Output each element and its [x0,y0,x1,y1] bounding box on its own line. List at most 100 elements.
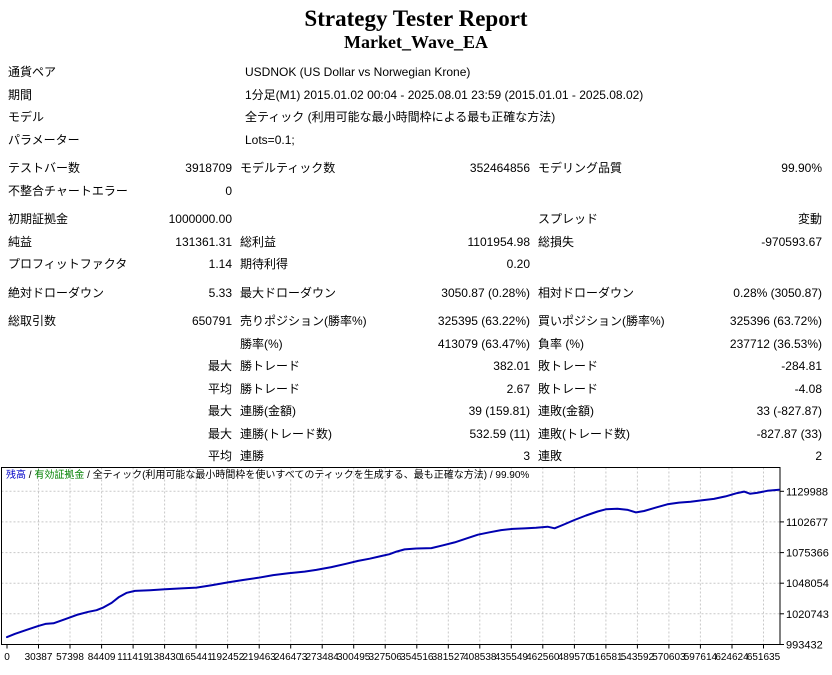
report-row: 最大 勝トレード 382.01 敗トレード -284.81 [0,355,832,378]
report-row: 通貨ペア USDNOK (US Dollar vs Norwegian Krone… [0,61,832,84]
x-tick-label: 0 [4,652,10,663]
report-value: -4.08 [794,381,822,396]
x-tick-label: 327506 [369,652,403,663]
y-tick-label: 1129988 [786,486,828,498]
equity-label: 有効証拠金 [34,470,85,481]
report-value: 3 [523,449,530,463]
report-label: スプレッド [538,212,599,226]
x-tick-label: 192452 [211,652,245,663]
report-row: 平均 勝トレード 2.67 敗トレード -4.08 [0,378,832,401]
report-value-wide: USDNOK (US Dollar vs Norwegian Krone) [245,65,471,79]
chart-legend: 残高 / 有効証拠金 / 全ティック(利用可能な最小時間枠を使いすべてのティック… [6,470,529,482]
report-label: 売りポジション(勝率%) [240,314,367,328]
report-value-wide: Lots=0.1; [245,132,295,147]
x-tick-label: 570603 [652,652,686,663]
x-tick-label: 624624 [715,652,749,663]
report-value: 1.14 [208,257,232,271]
report-value: 532.59 (11) [469,426,531,441]
report-value-wide: 全ティック (利用可能な最小時間枠による最も正確な方法) [245,110,556,124]
x-tick-label: 651635 [747,652,781,663]
report-label: 最大 [207,359,232,373]
report-label: 勝トレード [240,381,301,396]
report-label: 絶対ドローダウン [8,285,105,300]
report-label: パラメーター [8,132,80,147]
report-row: 初期証拠金 1000000.00 スプレッド 変動 [0,208,832,231]
balance-label: 残高 [6,470,26,481]
report-label: 勝トレード [240,359,301,373]
report-value: 変動 [797,212,822,226]
report-row: 最大 連勝(トレード数) 532.59 (11) 連敗(トレード数) -827.87 (… [0,423,832,446]
report-value: 2 [815,449,822,463]
report-row: 最大 連勝(金額) 39 (159.81) 連敗(金額) 33 (-827.87) [0,400,832,423]
report-value: 325396 (63.72%) [729,314,822,328]
x-tick-label: 300495 [337,652,371,663]
report-table: 通貨ペア USDNOK (US Dollar vs Norwegian Krone… [0,61,832,468]
report-value: 0 [225,183,232,198]
quality-label: 99.90% [495,470,530,481]
report-value: -970593.67 [761,234,822,249]
report-label: 連勝(金額) [240,404,296,418]
report-label: モデルティック数 [240,161,336,175]
report-label: 連敗(トレード数) [538,426,630,441]
report-label: 通貨ペア [8,65,57,79]
strategy-tester-report-page: { "header": { "title": "Strategy Tester … [0,6,832,670]
report-label: 最大ドローダウン [240,285,337,300]
x-tick-label: 138430 [148,652,182,663]
report-value: 325395 (63.22%) [437,314,530,328]
x-tick-label: 408538 [463,652,497,663]
report-label: 最大 [207,404,232,418]
report-row: 不整合チャートエラー 0 [0,180,832,203]
x-tick-label: 462560 [526,652,560,663]
x-tick-label: 516581 [589,652,623,663]
y-tick-label: 1102677 [786,517,828,529]
report-label: テストバー数 [8,161,81,175]
equity-chart-svg: 993432 1020743 1048054 1075366 1102677 112998… [1,467,829,663]
y-tick-label: 1048054 [786,578,829,590]
report-value: -827.87 (33) [756,426,822,441]
report-label: モデル [8,110,45,124]
report-row: パラメーター Lots=0.1; [0,129,832,152]
y-tick-label: 1020743 [786,609,829,621]
report-label: 期待利得 [240,257,289,271]
x-tick-label: 543592 [621,652,655,663]
x-tick-label: 489570 [558,652,592,663]
y-tick-label: 993432 [786,640,823,652]
report-value-wide: 1分足(M1) 2015.01.02 00:04 - 2025.08.01 23… [245,87,644,102]
legend-separator-2: / [84,470,93,481]
x-tick-label: 219463 [243,652,277,663]
report-value: 0.20 [506,257,530,271]
report-row: プロフィットファクタ 1.14 期待利得 0.20 [0,253,832,276]
report-value: 413079 (63.47%) [437,336,530,351]
report-value: 352464856 [469,161,530,175]
report-label: 買いポジション(勝率%) [538,314,665,328]
ea-name: Market_Wave_EA [344,32,488,52]
report-row: 期間 1分足(M1) 2015.01.02 00:04 - 2025.08.01 … [0,84,832,107]
report-value: 131361.31 [175,234,232,249]
report-label: 連勝 [240,449,265,463]
x-tick-label: 30387 [25,652,53,663]
report-label: 負率 (%) [538,336,584,351]
equity-chart: 993432 1020743 1048054 1075366 1102677 112998… [0,467,832,670]
report-label: 総損失 [538,234,575,249]
x-tick-label: 165441 [179,652,213,663]
report-label: 期間 [8,87,33,102]
legend-separator-1: / [26,470,35,481]
page-title: Strategy Tester Report [304,6,528,31]
x-tick-label: 273484 [306,652,340,663]
report-label: 連敗 [538,449,563,463]
report-value: 650791 [191,314,232,328]
report-value: 5.33 [208,285,232,300]
report-value: 0.28% (3050.87) [733,285,822,300]
report-value: 99.90% [781,161,822,175]
report-row: 絶対ドローダウン 5.33 最大ドローダウン 3050.87 (0.28%) 相対ドロー… [0,282,832,305]
report-label: 純益 [8,234,33,249]
report-label: 連敗(金額) [538,404,594,418]
report-value: 382.01 [493,359,530,373]
report-label: 最大 [207,426,232,441]
x-tick-label: 597614 [684,652,718,663]
report-value: 3918709 [185,161,232,175]
report-label: 敗トレード [538,381,599,396]
report-label: 平均 [207,381,232,396]
x-tick-label: 246473 [274,652,308,663]
report-label: 総取引数 [8,314,57,328]
